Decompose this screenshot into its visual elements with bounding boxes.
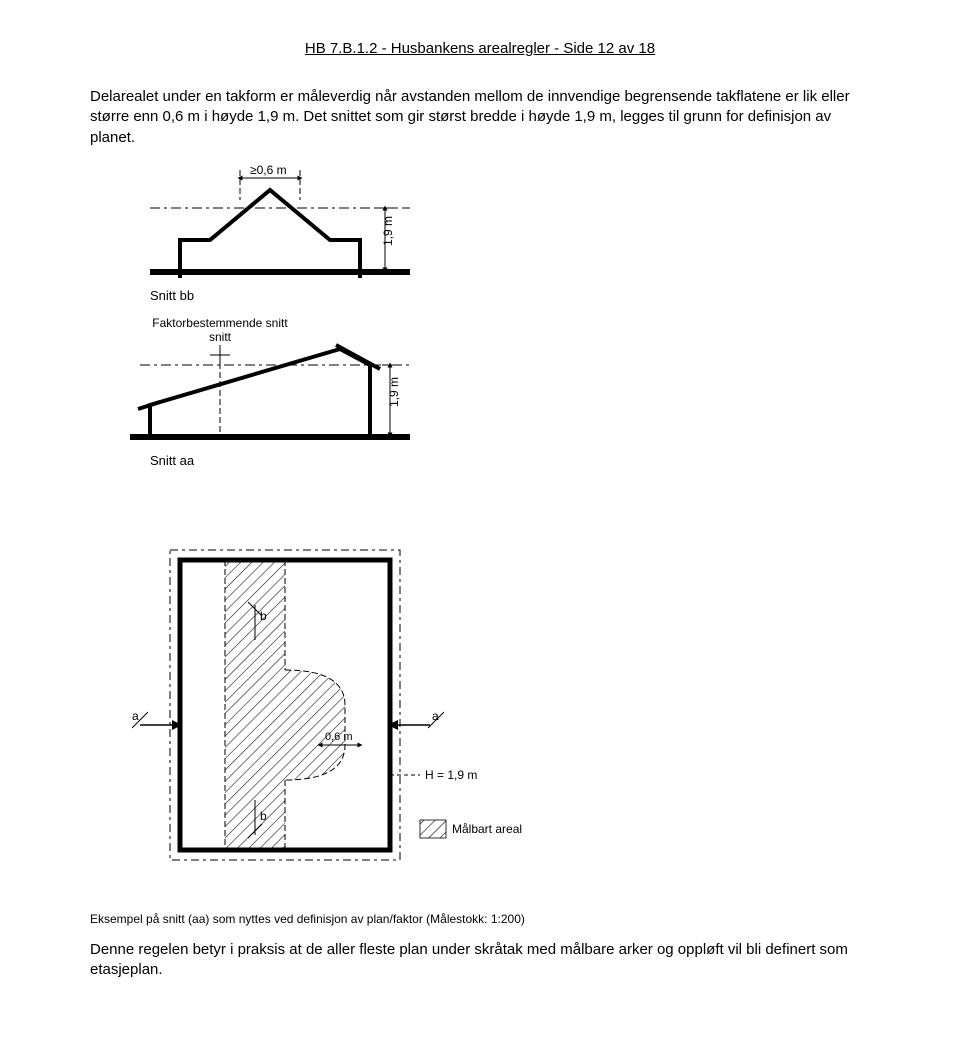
snitt-bb-group: ≥0,6 m 1,9 m Snitt bb bbox=[150, 163, 410, 303]
snitt-bb-label: Snitt bb bbox=[150, 288, 194, 303]
svg-text:snitt: snitt bbox=[209, 330, 232, 344]
dim-right-1: 1,9 m bbox=[381, 216, 395, 246]
technical-diagram: ≥0,6 m 1,9 m Snitt bb Faktorbeste bbox=[90, 160, 870, 900]
section-a-left: a bbox=[132, 709, 139, 723]
paragraph-2: Denne regelen betyr i praksis at de alle… bbox=[90, 940, 870, 981]
paragraph-1: Delarealet under en takform er måleverdi… bbox=[90, 87, 870, 148]
page-header: HB 7.B.1.2 - Husbankens arealregler - Si… bbox=[90, 40, 870, 57]
section-b-top: b bbox=[260, 609, 267, 623]
faktor-label: Faktorbestemmende snitt bbox=[152, 316, 288, 330]
dim-right-2: 1,9 m bbox=[387, 377, 401, 407]
dim-top: ≥0,6 m bbox=[250, 163, 287, 177]
h-label: H = 1,9 m bbox=[425, 768, 477, 782]
section-b-bottom: b bbox=[260, 809, 267, 823]
plan-view: a a b b bbox=[132, 550, 522, 860]
dim-plan: 0,6 m bbox=[325, 731, 353, 743]
snitt-aa-group: Faktorbestemmende snitt snitt bbox=[130, 316, 410, 468]
snitt-aa-label: Snitt aa bbox=[150, 453, 195, 468]
legend-label: Målbart areal bbox=[452, 822, 522, 836]
figure-caption: Eksempel på snitt (aa) som nyttes ved de… bbox=[90, 912, 870, 926]
